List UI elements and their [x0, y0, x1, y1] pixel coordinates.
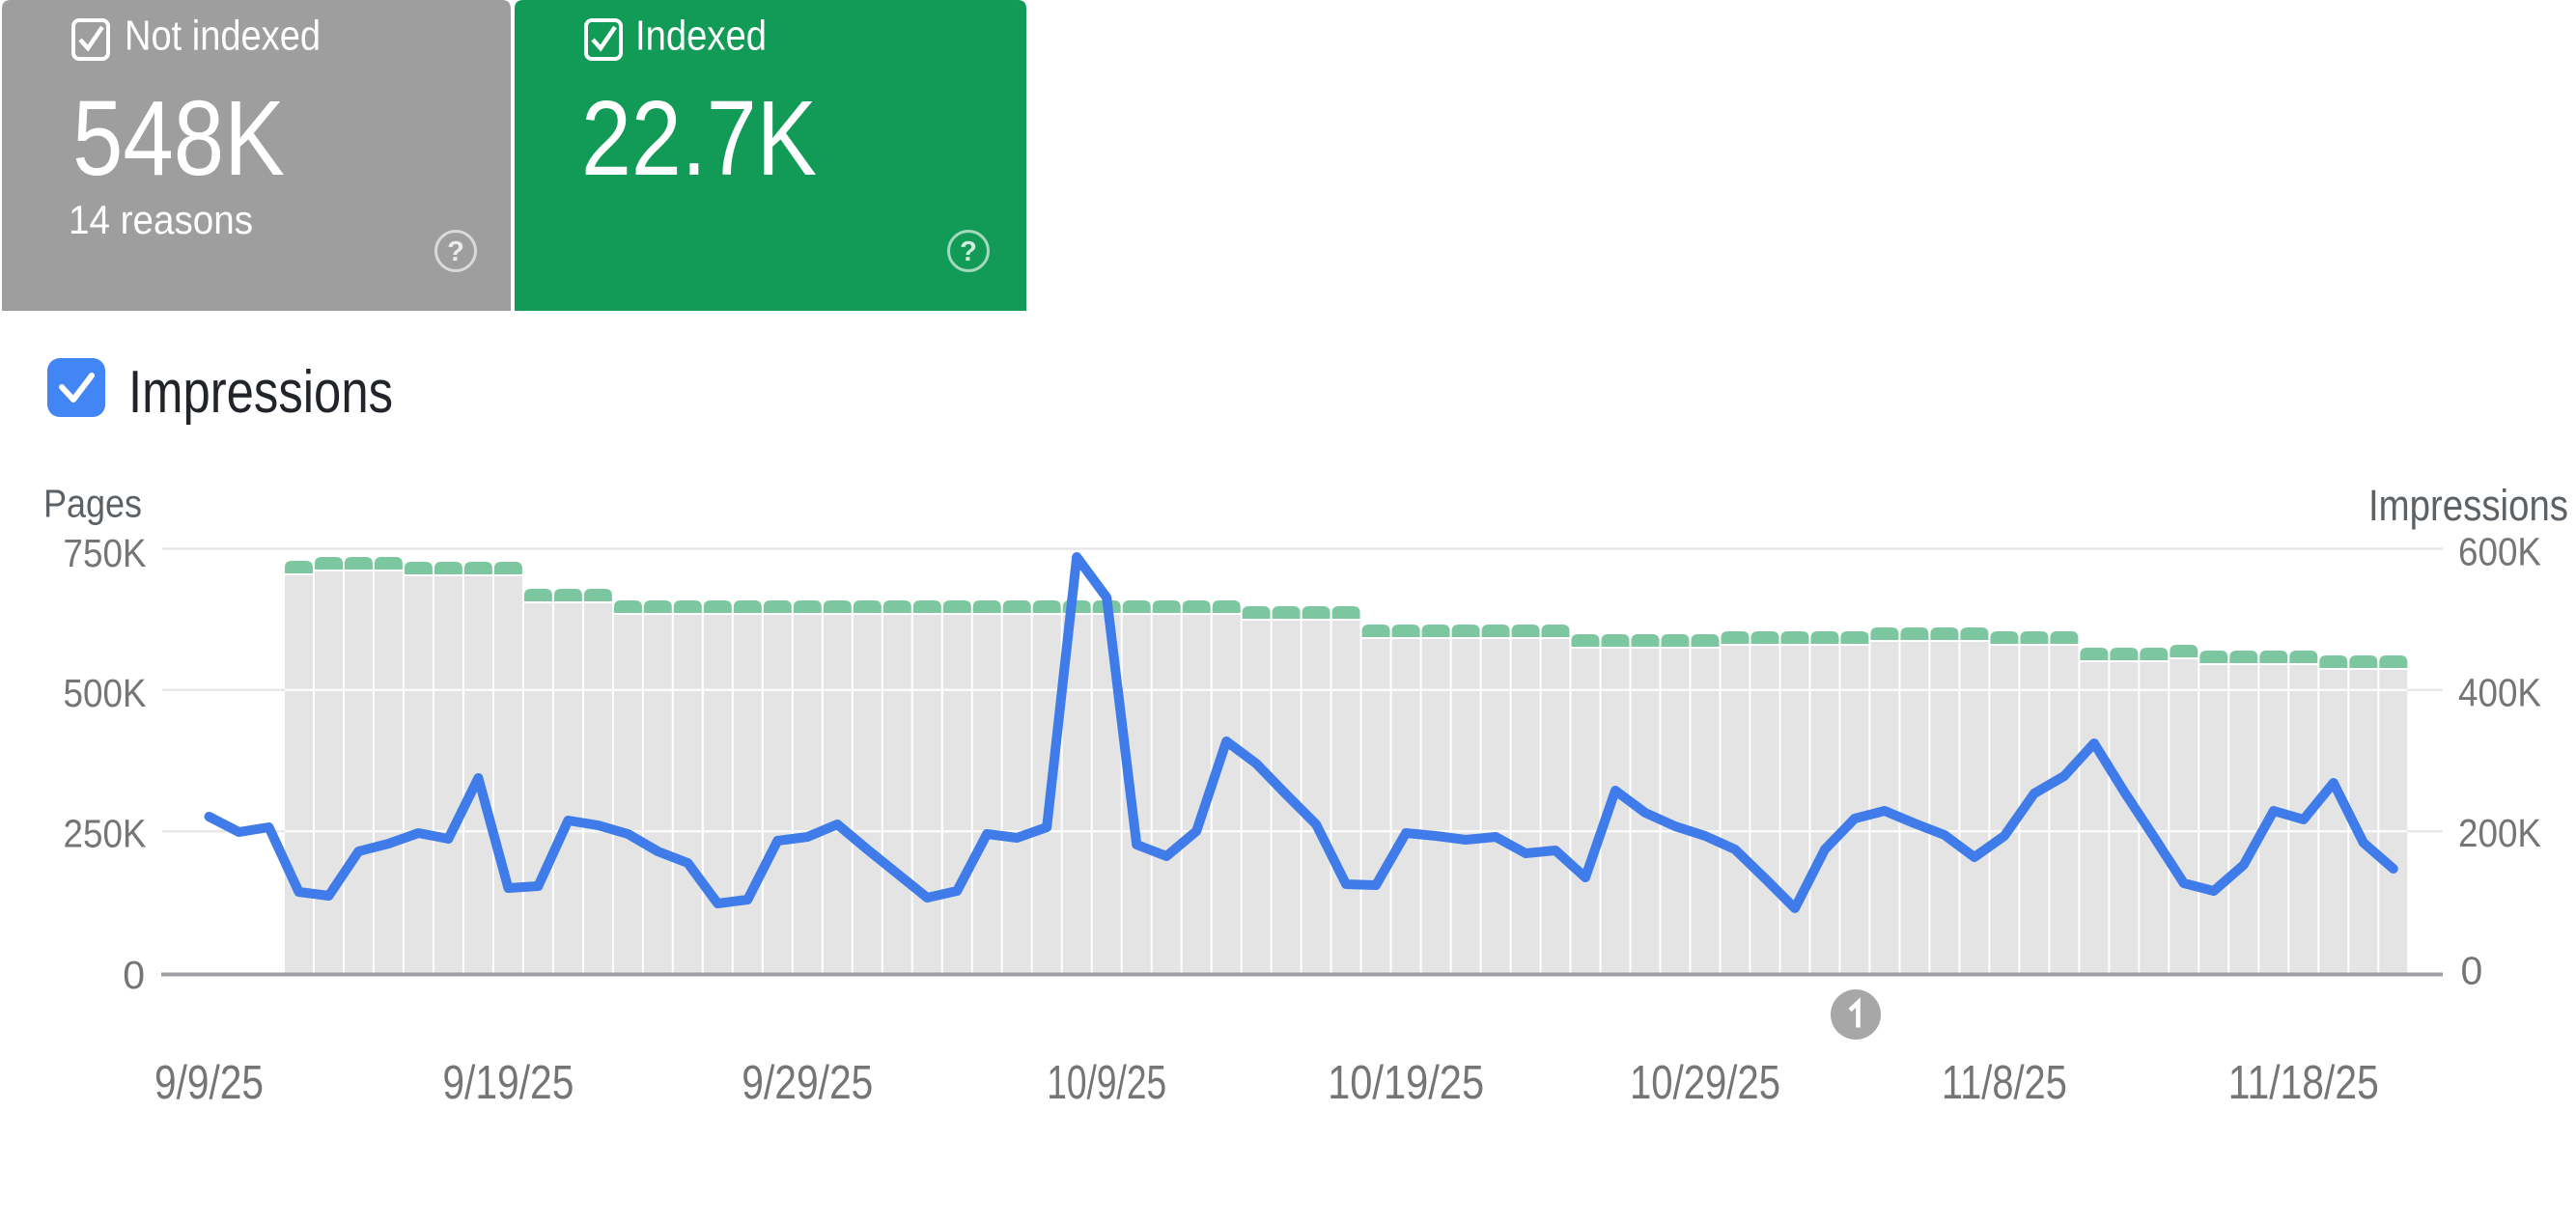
svg-text:250K: 250K — [64, 812, 147, 856]
svg-text:Impressions: Impressions — [128, 359, 393, 426]
svg-text:9/19/25: 9/19/25 — [442, 1057, 574, 1109]
svg-text:Impressions: Impressions — [2368, 481, 2568, 530]
svg-text:10/9/25: 10/9/25 — [1047, 1057, 1166, 1109]
svg-text:Pages: Pages — [43, 482, 142, 526]
svg-text:0: 0 — [2461, 949, 2483, 993]
svg-text:10/29/25: 10/29/25 — [1630, 1057, 1780, 1109]
svg-text:Indexed: Indexed — [635, 13, 767, 60]
svg-text:11/8/25: 11/8/25 — [1942, 1057, 2067, 1109]
svg-text:10/19/25: 10/19/25 — [1328, 1057, 1484, 1109]
svg-text:9/9/25: 9/9/25 — [154, 1057, 264, 1109]
svg-text:600K: 600K — [2458, 530, 2541, 574]
svg-text:400K: 400K — [2458, 671, 2541, 715]
svg-text:22.7K: 22.7K — [581, 79, 817, 198]
svg-text:9/29/25: 9/29/25 — [742, 1057, 873, 1109]
svg-text:0: 0 — [123, 953, 145, 997]
svg-text:500K: 500K — [64, 671, 147, 715]
svg-text:11/18/25: 11/18/25 — [2228, 1057, 2379, 1109]
svg-text:Not indexed: Not indexed — [125, 13, 321, 60]
svg-text:200K: 200K — [2458, 811, 2541, 855]
svg-text:?: ? — [447, 236, 464, 267]
svg-text:14 reasons: 14 reasons — [69, 197, 253, 242]
svg-text:?: ? — [960, 236, 977, 267]
svg-text:750K: 750K — [64, 531, 147, 575]
svg-text:548K: 548K — [72, 79, 285, 198]
